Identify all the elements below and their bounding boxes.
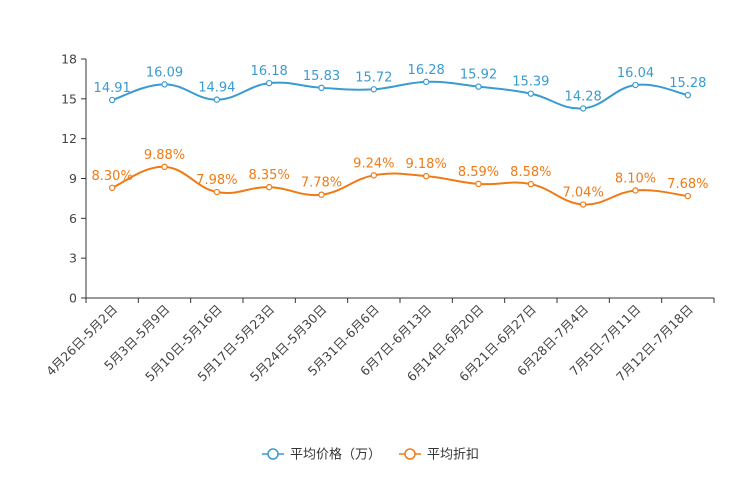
data-label: 7.78% xyxy=(301,176,342,191)
data-point[interactable] xyxy=(475,180,482,188)
legend-item-avg-discount[interactable]: 平均折扣 xyxy=(399,448,479,463)
data-label: 16.09 xyxy=(146,65,183,80)
data-point[interactable] xyxy=(161,81,168,88)
data-point[interactable] xyxy=(684,91,692,99)
data-label: 8.30% xyxy=(92,169,133,184)
data-point[interactable] xyxy=(684,192,692,200)
data-label: 9.88% xyxy=(144,148,185,163)
data-point[interactable] xyxy=(318,191,325,198)
data-point[interactable] xyxy=(265,79,273,87)
data-label: 16.04 xyxy=(617,66,654,81)
data-label: 14.94 xyxy=(198,81,235,96)
series-avg-price: 14.91 16.09 14.94 16.18 15.83 15.72 16.28 15.92… xyxy=(94,63,706,112)
data-point[interactable] xyxy=(632,187,639,194)
data-label: 14.91 xyxy=(94,81,131,96)
data-label: 15.28 xyxy=(669,76,706,91)
y-tick-label: 6 xyxy=(69,211,77,226)
data-label: 7.68% xyxy=(667,177,708,192)
data-point[interactable] xyxy=(265,183,273,191)
legend-label: 平均价格（万） xyxy=(290,447,381,463)
data-point[interactable] xyxy=(213,188,221,196)
x-axis: 4月26日-5月2日5月3日-5月9日5月10日-5月16日5月17日-5月23… xyxy=(43,297,715,384)
data-label: 8.10% xyxy=(615,171,656,186)
legend-swatch-marker xyxy=(267,448,279,460)
data-label: 15.72 xyxy=(355,70,392,85)
data-point[interactable] xyxy=(161,163,168,171)
data-point[interactable] xyxy=(370,172,378,179)
y-tick-label: 0 xyxy=(69,291,77,306)
data-point[interactable] xyxy=(213,96,221,103)
data-label: 9.24% xyxy=(353,156,394,171)
y-tick-label: 18 xyxy=(61,52,77,67)
data-point[interactable] xyxy=(422,78,430,86)
data-point[interactable] xyxy=(579,105,587,112)
series-line xyxy=(111,80,689,110)
data-label: 15.92 xyxy=(460,68,497,83)
series-avg-discount: 8.30% 9.88% 7.98% 8.35% 7.78% 9.24% 9.18% 8.59%… xyxy=(92,148,708,208)
y-tick-label: 15 xyxy=(61,91,77,106)
data-label: 8.35% xyxy=(249,168,290,183)
y-tick-label: 12 xyxy=(61,131,77,146)
y-axis: 0 3 6 9 12 15 18 xyxy=(61,52,87,306)
data-point[interactable] xyxy=(527,90,535,97)
data-point[interactable] xyxy=(370,86,378,93)
data-point[interactable] xyxy=(527,180,535,188)
data-point[interactable] xyxy=(475,83,482,90)
data-point[interactable] xyxy=(108,184,116,191)
data-point[interactable] xyxy=(579,201,587,208)
series-layer: 14.91 16.09 14.94 16.18 15.83 15.72 16.28 15.92… xyxy=(92,63,708,208)
legend[interactable]: 平均价格（万） 平均折扣 xyxy=(262,447,479,463)
data-label: 15.39 xyxy=(512,75,549,90)
y-tick-label: 3 xyxy=(69,251,77,266)
data-label: 9.18% xyxy=(406,157,447,172)
series-line xyxy=(111,165,688,206)
data-label: 16.28 xyxy=(408,63,445,78)
legend-label: 平均折扣 xyxy=(427,448,479,463)
y-tick-label: 9 xyxy=(69,171,77,186)
data-point[interactable] xyxy=(318,84,325,92)
data-point[interactable] xyxy=(422,172,430,180)
data-label: 8.58% xyxy=(510,165,551,180)
legend-swatch-marker xyxy=(404,448,416,460)
legend-item-avg-price[interactable]: 平均价格（万） xyxy=(262,447,381,463)
data-label: 15.83 xyxy=(303,69,340,84)
data-label: 7.98% xyxy=(196,173,237,188)
data-label: 7.04% xyxy=(563,186,604,201)
data-label: 16.18 xyxy=(251,64,288,79)
data-point[interactable] xyxy=(632,81,639,89)
data-label: 8.59% xyxy=(458,165,499,180)
data-point[interactable] xyxy=(108,96,116,104)
data-label: 14.28 xyxy=(565,89,602,104)
